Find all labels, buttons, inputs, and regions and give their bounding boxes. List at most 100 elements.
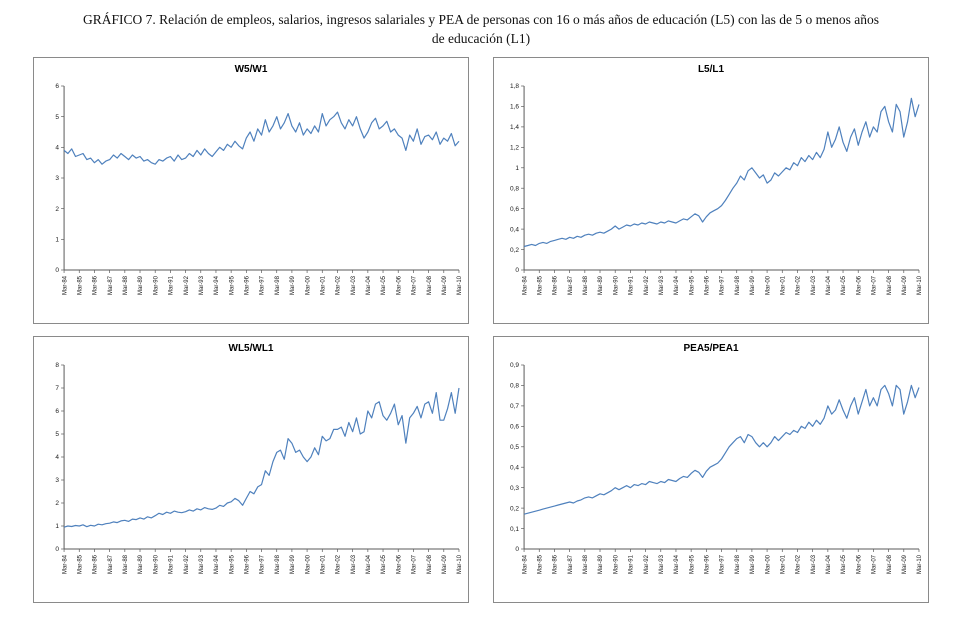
x-tick-label: Mar-07 bbox=[872, 554, 878, 574]
x-tick-label: Mar-05 bbox=[841, 275, 847, 295]
y-tick-label: 1,4 bbox=[510, 124, 519, 131]
x-tick-label: Mar-02 bbox=[796, 554, 802, 574]
figure-heading: GRÁFICO 7. Relación de empleos, salarios… bbox=[33, 10, 929, 48]
x-tick-label: Mar-95 bbox=[229, 554, 235, 574]
y-tick-label: 1,2 bbox=[510, 145, 519, 152]
x-tick-label: Mar-09 bbox=[442, 554, 448, 574]
chart-panel-pea5pea1: PEA5/PEA1 0 0,1 0,2 0,3 0,4 0,5 0,6 0,7 0,8 0,9 Ma… bbox=[493, 336, 929, 603]
y-tick-label: 8 bbox=[55, 362, 59, 369]
x-tick-label: Mar-92 bbox=[184, 275, 190, 295]
x-tick-label: Mar-04 bbox=[826, 554, 832, 574]
y-tick-label: 0,6 bbox=[510, 424, 519, 431]
chart-title: PEA5/PEA1 bbox=[683, 343, 739, 354]
x-tick-label: Mar-03 bbox=[811, 554, 817, 574]
x-tick-label: Mar-84 bbox=[62, 554, 68, 574]
x-tick-label: Mar-86 bbox=[553, 275, 559, 295]
y-tick-label: 0 bbox=[515, 267, 519, 274]
y-tick-label: 0,9 bbox=[510, 362, 519, 369]
series-line bbox=[63, 387, 460, 528]
x-tick-label: Mar-91 bbox=[629, 554, 635, 574]
y-tick-label: 1,6 bbox=[510, 104, 519, 111]
x-tick-label: Mar-84 bbox=[522, 554, 528, 574]
x-tick-label: Mar-96 bbox=[245, 554, 251, 574]
x-tick-label: Mar-06 bbox=[856, 554, 862, 574]
x-tick-label: Mar-97 bbox=[720, 275, 726, 295]
x-tick-label: Mar-05 bbox=[841, 554, 847, 574]
x-tick-label: Mar-84 bbox=[522, 275, 528, 295]
y-tick-label: 7 bbox=[55, 385, 59, 392]
x-tick-label: Mar-90 bbox=[613, 554, 619, 574]
x-tick-label: Mar-10 bbox=[917, 275, 923, 295]
chart-panel-l5l1: L5/L1 0 0,2 0,4 0,6 0,8 1 1,2 1,4 1,6 1,8 Mar-84 Ma… bbox=[493, 57, 929, 324]
x-tick-label: Mar-86 bbox=[553, 554, 559, 574]
y-tick-label: 0,8 bbox=[510, 383, 519, 390]
x-tick-label: Mar-88 bbox=[123, 275, 129, 295]
x-tick-label: Mar-92 bbox=[644, 554, 650, 574]
x-tick-label: Mar-07 bbox=[872, 275, 878, 295]
x-tick-label: Mar-88 bbox=[583, 275, 589, 295]
x-tick-label: Mar-88 bbox=[583, 554, 589, 574]
x-tick-label: Mar-08 bbox=[887, 554, 893, 574]
x-tick-label: Mar-90 bbox=[153, 275, 159, 295]
x-tick-label: Mar-99 bbox=[750, 275, 756, 295]
x-tick-label: Mar-85 bbox=[537, 275, 543, 295]
x-tick-label: Mar-96 bbox=[705, 554, 711, 574]
y-tick-label: 0,7 bbox=[510, 403, 519, 410]
x-tick-label: Mar-98 bbox=[735, 554, 741, 574]
x-tick-label: Mar-98 bbox=[735, 275, 741, 295]
x-tick-label: Mar-03 bbox=[351, 275, 357, 295]
x-tick-label: Mar-04 bbox=[366, 554, 372, 574]
x-tick-label: Mar-04 bbox=[826, 275, 832, 295]
x-tick-label: Mar-02 bbox=[796, 275, 802, 295]
y-tick-label: 0,4 bbox=[510, 226, 519, 233]
x-tick-label: Mar-87 bbox=[568, 275, 574, 295]
x-tick-label: Mar-92 bbox=[644, 275, 650, 295]
x-tick-label: Mar-10 bbox=[457, 275, 463, 295]
x-tick-label: Mar-93 bbox=[199, 554, 205, 574]
x-tick-label: Mar-01 bbox=[780, 554, 786, 574]
x-tick-label: Mar-99 bbox=[290, 275, 296, 295]
x-tick-label: Mar-96 bbox=[705, 275, 711, 295]
y-tick-label: 1 bbox=[55, 237, 59, 244]
x-tick-label: Mar-00 bbox=[305, 554, 311, 574]
x-tick-label: Mar-89 bbox=[138, 554, 144, 574]
x-tick-label: Mar-89 bbox=[598, 275, 604, 295]
chart-panel-wl5wl1: WL5/WL1 0 1 2 3 4 5 6 7 8 Mar-84 Mar-85 Mar-86 Mar-8… bbox=[33, 336, 469, 603]
y-tick-label: 0,4 bbox=[510, 464, 519, 471]
x-tick-label: Mar-08 bbox=[427, 275, 433, 295]
x-tick-label: Mar-90 bbox=[153, 554, 159, 574]
chart-canvas-w5w1: 0 1 2 3 4 5 6 Mar-84 Mar-85 Mar-86 Mar-87 Mar-88 Mar… bbox=[55, 83, 463, 295]
x-tick-label: Mar-05 bbox=[381, 554, 387, 574]
y-tick-label: 0,3 bbox=[510, 485, 519, 492]
y-tick-label: 0 bbox=[55, 267, 59, 274]
x-tick-label: Mar-06 bbox=[396, 275, 402, 295]
x-tick-label: Mar-07 bbox=[412, 275, 418, 295]
x-tick-label: Mar-93 bbox=[199, 275, 205, 295]
x-tick-label: Mar-85 bbox=[77, 554, 83, 574]
y-tick-label: 3 bbox=[55, 477, 59, 484]
x-tick-label: Mar-98 bbox=[275, 275, 281, 295]
chart-canvas-wl5wl1: 0 1 2 3 4 5 6 7 8 Mar-84 Mar-85 Mar-86 Mar-87 Mar-88 M… bbox=[55, 362, 463, 574]
x-tick-label: Mar-01 bbox=[780, 275, 786, 295]
y-tick-label: 0,8 bbox=[510, 185, 519, 192]
y-tick-label: 4 bbox=[55, 145, 59, 152]
x-tick-label: Mar-10 bbox=[917, 554, 923, 574]
x-tick-label: Mar-06 bbox=[396, 554, 402, 574]
x-tick-label: Mar-08 bbox=[887, 275, 893, 295]
x-tick-label: Mar-01 bbox=[320, 554, 326, 574]
x-tick-label: Mar-97 bbox=[260, 554, 266, 574]
y-tick-label: 0 bbox=[515, 546, 519, 553]
x-tick-label: Mar-94 bbox=[214, 275, 220, 295]
x-tick-label: Mar-97 bbox=[260, 275, 266, 295]
x-tick-label: Mar-94 bbox=[214, 554, 220, 574]
x-tick-label: Mar-91 bbox=[169, 554, 175, 574]
x-tick-label: Mar-84 bbox=[62, 275, 68, 295]
y-tick-label: 0,2 bbox=[510, 505, 519, 512]
x-tick-label: Mar-90 bbox=[613, 275, 619, 295]
x-tick-label: Mar-87 bbox=[108, 275, 114, 295]
x-tick-label: Mar-06 bbox=[856, 275, 862, 295]
x-tick-label: Mar-95 bbox=[689, 275, 695, 295]
x-tick-label: Mar-10 bbox=[457, 554, 463, 574]
chart-canvas-pea5pea1: 0 0,1 0,2 0,3 0,4 0,5 0,6 0,7 0,8 0,9 Mar-84 Mar-85… bbox=[510, 362, 923, 574]
x-tick-label: Mar-01 bbox=[320, 275, 326, 295]
